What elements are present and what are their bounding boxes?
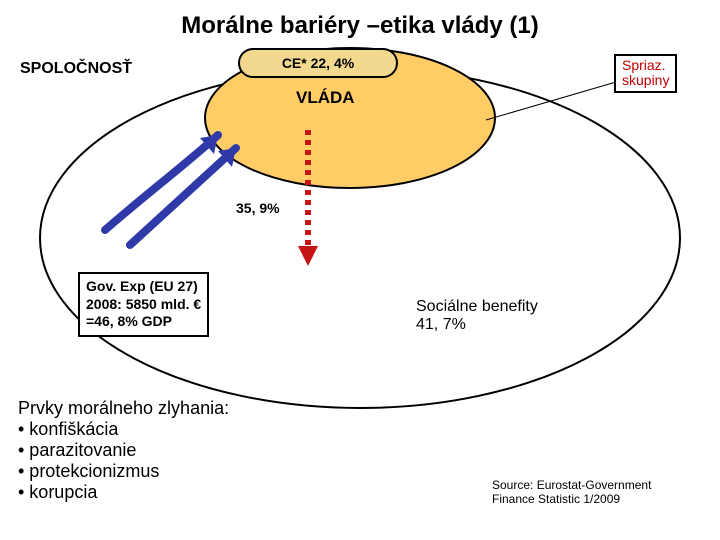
source-line2: Finance Statistic 1/2009 (492, 492, 620, 506)
box-gov-exp: Gov. Exp (EU 27) 2008: 5850 mld. € =46, … (78, 272, 209, 337)
ce-cap: CE* 22, 4% (238, 48, 398, 78)
label-social-benefits: Sociálne benefity 41, 7% (416, 298, 538, 334)
govexp-line1: Gov. Exp (EU 27) (86, 278, 198, 294)
prvky-item: • korupcia (18, 482, 229, 503)
prvky-heading: Prvky morálneho zlyhania: (18, 398, 229, 419)
list-moral-failure: Prvky morálneho zlyhania: • konfiškácia•… (18, 398, 229, 503)
prvky-item: • parazitovanie (18, 440, 229, 461)
prvky-item: • konfiškácia (18, 419, 229, 440)
social-line1: Sociálne benefity (416, 298, 538, 315)
label-vlada: VLÁDA (296, 88, 355, 108)
govexp-line3: =46, 8% GDP (86, 313, 172, 329)
label-35-9: 35, 9% (236, 200, 280, 216)
social-line2: 41, 7% (416, 316, 466, 333)
box-spriaz-skupiny: Spriaz. skupiny (614, 54, 677, 93)
label-spolocnost: SPOLOČNOSŤ (20, 60, 132, 78)
page-title: Morálne bariéry –etika vlády (1) (0, 12, 720, 40)
spriaz-line2: skupiny (622, 72, 669, 88)
govexp-line2: 2008: 5850 mld. € (86, 296, 201, 312)
source-line1: Source: Eurostat-Government (492, 478, 651, 492)
source-citation: Source: Eurostat-Government Finance Stat… (492, 478, 651, 506)
spriaz-line1: Spriaz. (622, 57, 666, 73)
prvky-item: • protekcionizmus (18, 461, 229, 482)
